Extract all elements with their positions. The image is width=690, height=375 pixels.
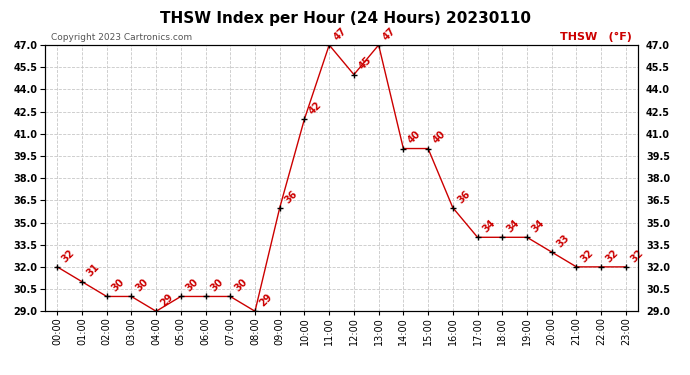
Text: 47: 47 (332, 26, 348, 42)
Text: 32: 32 (629, 248, 645, 264)
Text: 32: 32 (579, 248, 596, 264)
Text: 34: 34 (480, 218, 497, 234)
Text: THSW  (°F): THSW (°F) (560, 32, 632, 42)
Text: 30: 30 (110, 277, 126, 294)
Text: 34: 34 (530, 218, 546, 234)
Text: 29: 29 (159, 292, 175, 309)
Text: 34: 34 (505, 218, 522, 234)
Text: 30: 30 (184, 277, 200, 294)
Text: 36: 36 (455, 188, 472, 205)
Text: 47: 47 (382, 26, 398, 42)
Text: 33: 33 (555, 233, 571, 249)
Text: 40: 40 (431, 129, 448, 146)
Text: 29: 29 (258, 292, 275, 309)
Text: Copyright 2023 Cartronics.com: Copyright 2023 Cartronics.com (51, 33, 192, 42)
Text: 31: 31 (85, 262, 101, 279)
Text: 45: 45 (357, 55, 373, 72)
Text: 30: 30 (233, 277, 250, 294)
Text: 32: 32 (604, 248, 620, 264)
Text: THSW Index per Hour (24 Hours) 20230110: THSW Index per Hour (24 Hours) 20230110 (159, 11, 531, 26)
Text: 36: 36 (282, 188, 299, 205)
Text: 42: 42 (307, 100, 324, 116)
Text: 32: 32 (60, 248, 77, 264)
Text: 40: 40 (406, 129, 423, 146)
Text: 30: 30 (134, 277, 151, 294)
Text: 30: 30 (208, 277, 225, 294)
